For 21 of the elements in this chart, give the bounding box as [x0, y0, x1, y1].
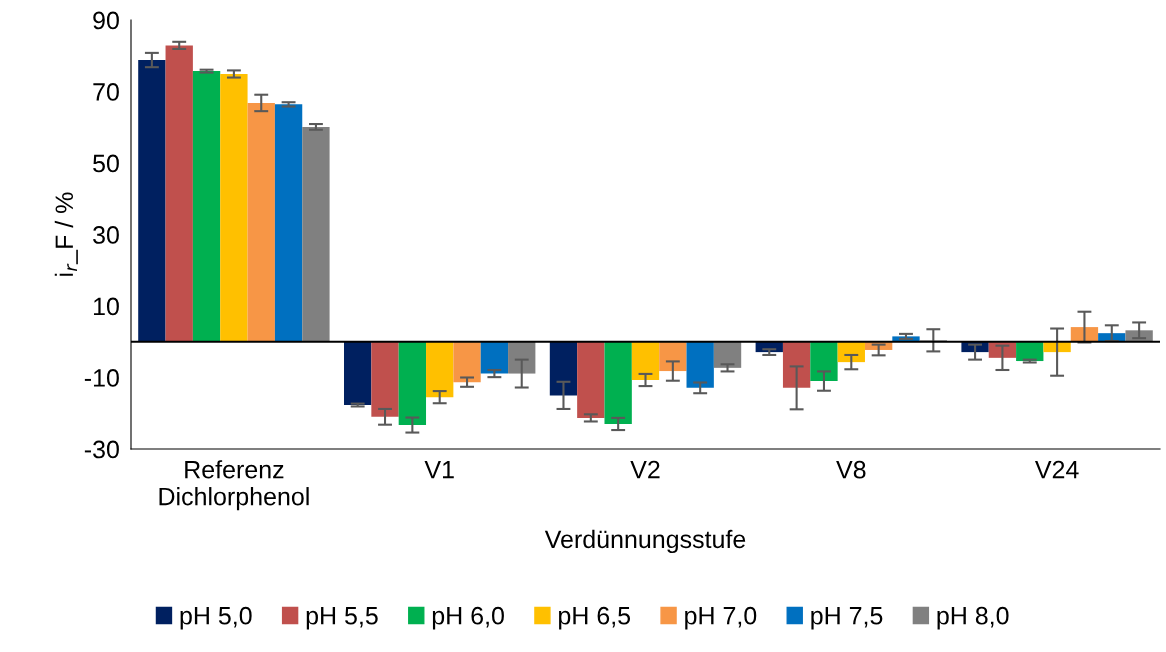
- legend-label: pH 7,0: [685, 606, 757, 630]
- y-tick-label: 90: [93, 11, 119, 30]
- y-axis-title: i$_{r}$_F / %: [54, 192, 78, 276]
- y-tick-label: 50: [93, 154, 119, 173]
- y-tick-label: 70: [93, 83, 119, 101]
- x-tick-label: V24: [1034, 460, 1079, 479]
- x-tick-label: Referenz Dichlorphenol: [159, 460, 309, 511]
- x-tick-label: V8: [836, 460, 866, 479]
- x-tick-label: V1: [424, 461, 454, 479]
- legend-label: pH 5,0: [180, 606, 252, 630]
- legend-label: pH 6,5: [559, 606, 631, 630]
- legend-label: pH 8,0: [937, 606, 1009, 630]
- x-axis-title: Verdünnungsstufe: [544, 529, 746, 554]
- y-tick-label: 30: [93, 226, 119, 244]
- y-tick-label: 10: [93, 297, 119, 316]
- legend-label: pH 7,5: [811, 607, 883, 630]
- x-tick-label: V2: [630, 460, 660, 479]
- legend-label: pH 5,5: [306, 607, 378, 630]
- y-tick-label: -30: [84, 440, 119, 459]
- legend-label: pH 6,0: [432, 606, 504, 630]
- y-tick-label: -10: [84, 369, 119, 387]
